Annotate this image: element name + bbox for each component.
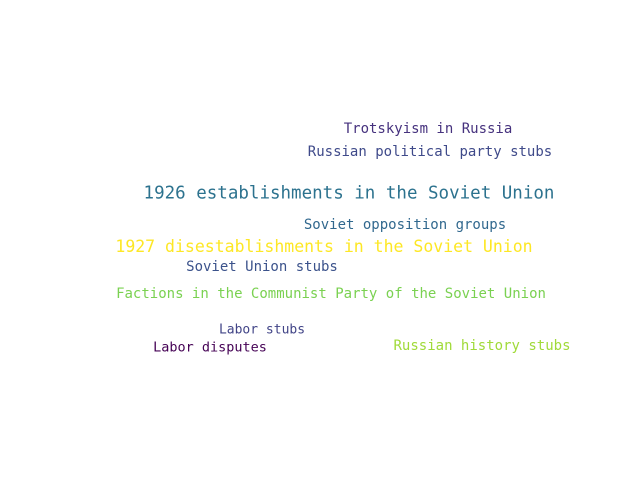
word-trotskyism-in-russia: Trotskyism in Russia: [343, 121, 513, 137]
word-1926-establishments-in-the-soviet-union: 1926 establishments in the Soviet Union: [143, 183, 555, 204]
word-soviet-opposition-groups: Soviet opposition groups: [303, 217, 507, 233]
word-russian-political-party-stubs: Russian political party stubs: [307, 144, 553, 160]
word-factions-in-the-communist-party: Factions in the Communist Party of the S…: [116, 286, 546, 302]
word-labor-stubs: Labor stubs: [218, 322, 306, 338]
word-labor-disputes: Labor disputes: [153, 339, 267, 356]
word-soviet-union-stubs: Soviet Union stubs: [186, 259, 338, 275]
word-1927-disestablishments-in-the-soviet-union: 1927 disestablishments in the Soviet Uni…: [115, 236, 533, 256]
word-russian-history-stubs: Russian history stubs: [393, 338, 571, 354]
